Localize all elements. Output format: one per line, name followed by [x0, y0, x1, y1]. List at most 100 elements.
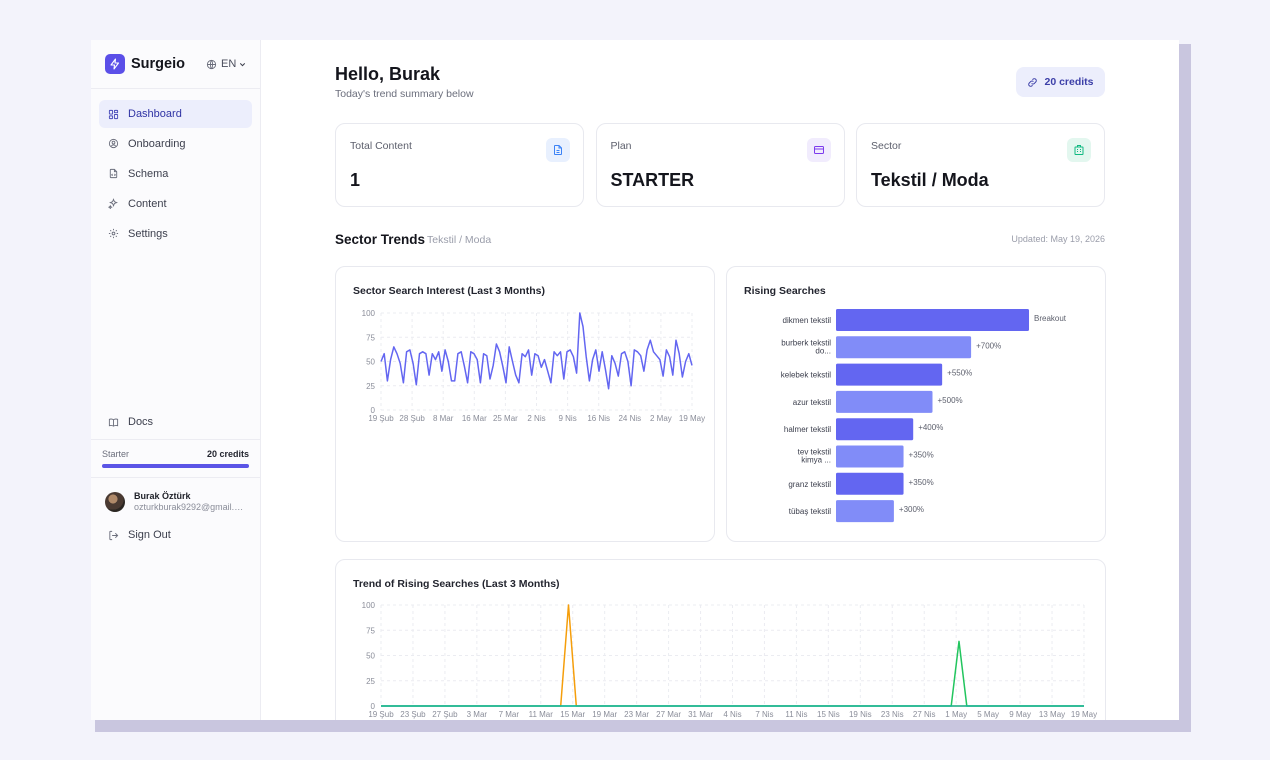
avatar [105, 491, 125, 512]
y-tick-label: 75 [366, 333, 375, 342]
bar [836, 445, 904, 468]
x-tick-label: 7 Mar [499, 710, 520, 719]
sparkles-icon [108, 198, 118, 210]
x-tick-label: 5 May [977, 710, 999, 719]
file-code-icon [109, 169, 118, 179]
sidebar-item-onboarding[interactable]: Onboarding [99, 130, 252, 158]
bar [836, 472, 904, 495]
bar [836, 363, 943, 386]
bar-value-label: +500% [938, 396, 963, 405]
docs-link[interactable]: Docs [108, 416, 153, 428]
bar [836, 390, 933, 413]
sidebar-nav: Dashboard Onboarding Schema Content Sett… [99, 100, 252, 249]
page-subtitle: Today's trend summary below [335, 88, 474, 100]
sidebar-item-settings[interactable]: Settings [99, 220, 252, 248]
x-tick-label: 31 Mar [688, 710, 713, 719]
user-name: Burak Öztürk [134, 491, 191, 501]
chart-card-rising-searches: Rising Searches dikmen tekstil Breakout bu… [726, 266, 1106, 542]
updated-timestamp: Updated: May 19, 2026 [1011, 234, 1105, 244]
x-tick-label: 27 Mar [656, 710, 681, 719]
rising-trend-chart: 0 25 50 75 100 19 Şub 23 Şub 27 Şub 3 Mar 7 Mar 11… [362, 601, 1097, 719]
x-tick-label: 4 Nis [723, 710, 741, 719]
sidebar-item-label: Onboarding [128, 137, 186, 150]
stat-card-sector: Sector Tekstil / Moda [856, 123, 1105, 207]
x-tick-label: 28 Şub [399, 414, 425, 423]
language-selector[interactable]: EN [206, 58, 251, 70]
stat-label: Plan [610, 140, 632, 152]
y-tick-label: 0 [371, 702, 376, 711]
stat-value: 1 [350, 170, 361, 190]
bar-category-label: azur tekstil [793, 398, 831, 407]
section-title: Sector Trends [335, 232, 426, 247]
bar [836, 500, 894, 523]
bar-category-label-line2: do... [815, 346, 831, 355]
x-tick-label: 27 Nis [913, 710, 936, 719]
user-circle-icon [108, 139, 119, 149]
x-tick-label: 19 May [1071, 710, 1097, 719]
bar-category-label: kelebek tekstil [781, 371, 831, 380]
x-tick-label: 9 May [1009, 710, 1031, 719]
x-tick-label: 16 Nis [587, 414, 610, 423]
gear-icon [108, 228, 119, 239]
stat-card-plan: Plan STARTER [595, 123, 845, 207]
brand-name: Surgeio [131, 56, 185, 72]
bar-value-label: Breakout [1034, 314, 1067, 323]
y-tick-label: 50 [366, 358, 375, 367]
x-tick-label: 2 Nis [527, 414, 545, 423]
building-icon [1067, 138, 1091, 162]
plan-credits: 20 credits [206, 449, 249, 459]
sign-out-label: Sign Out [128, 529, 171, 541]
bar-category-label: halmer tekstil [784, 425, 831, 434]
x-tick-label: 15 Nis [817, 710, 840, 719]
bar [836, 418, 914, 441]
chart-card-search-interest: Sector Search Interest (Last 3 Months) 0… [335, 266, 715, 542]
x-tick-label: 19 Mar [592, 710, 617, 719]
bar-value-label: +550% [947, 369, 972, 378]
x-tick-label: 19 Şub [368, 710, 394, 719]
x-tick-label: 19 Şub [368, 414, 394, 423]
stat-value: STARTER [610, 170, 695, 190]
x-tick-label: 27 Şub [432, 710, 458, 719]
y-tick-label: 100 [362, 309, 376, 318]
y-tick-label: 75 [366, 626, 375, 635]
stat-label: Total Content [350, 140, 412, 152]
x-tick-label: 15 Mar [560, 710, 585, 719]
plan-summary: Starter 20 credits [102, 449, 249, 459]
page-title: Hello, Burak [335, 64, 441, 84]
x-tick-label: 19 May [679, 414, 705, 423]
x-tick-label: 11 Nis [785, 710, 807, 719]
y-tick-label: 100 [362, 601, 376, 610]
sidebar-item-content[interactable]: Content [99, 190, 252, 218]
x-tick-label: 23 Nis [881, 710, 904, 719]
grid-icon [108, 109, 119, 119]
sidebar-item-label: Schema [128, 167, 169, 180]
credits-progress-bar [102, 464, 249, 468]
divider [91, 439, 261, 440]
credits-button[interactable]: 20 credits [1016, 67, 1105, 97]
x-tick-label: 3 Mar [467, 710, 488, 719]
x-tick-label: 19 Nis [849, 710, 872, 719]
stat-value: Tekstil / Moda [871, 170, 989, 190]
sidebar-item-dashboard[interactable]: Dashboard [99, 100, 252, 128]
stat-label: Sector [871, 140, 902, 152]
chevron-down-icon [240, 62, 246, 66]
bar [836, 309, 1029, 331]
sidebar-item-schema[interactable]: Schema [99, 160, 252, 188]
globe-icon [206, 59, 217, 69]
y-tick-label: 25 [366, 382, 375, 391]
brand[interactable]: Surgeio [105, 54, 185, 74]
bar-value-label: +350% [909, 451, 934, 460]
bolt-icon [105, 54, 125, 74]
bar-category-label: tev tekstil [798, 448, 832, 457]
chart-title: Sector Search Interest (Last 3 Months) [353, 285, 545, 297]
stat-card-total-content: Total Content 1 [335, 123, 584, 207]
sidebar-item-label: Settings [128, 227, 168, 240]
app-window: Surgeio EN Dashboard Onboarding Schema [91, 40, 1179, 720]
divider [91, 477, 261, 478]
x-tick-label: 16 Mar [462, 414, 487, 423]
credit-card-icon [806, 138, 831, 162]
chart-title: Trend of Rising Searches (Last 3 Months) [353, 578, 560, 590]
user-profile[interactable]: Burak Öztürk ozturkburak9292@gmail.com [105, 491, 244, 512]
sign-out-button[interactable]: Sign Out [108, 529, 171, 541]
logout-icon [109, 530, 119, 540]
